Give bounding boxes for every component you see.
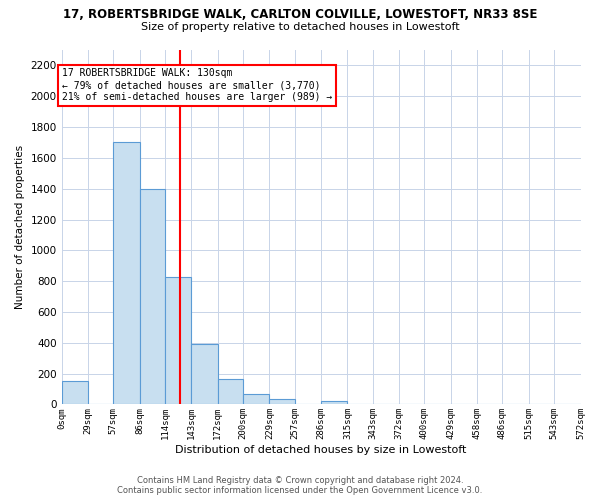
Bar bbox=[113, 142, 140, 404]
Bar bbox=[269, 399, 295, 404]
Bar bbox=[218, 379, 243, 404]
Bar bbox=[165, 276, 191, 404]
Bar bbox=[62, 380, 88, 404]
Text: Size of property relative to detached houses in Lowestoft: Size of property relative to detached ho… bbox=[140, 22, 460, 32]
Text: 17 ROBERTSBRIDGE WALK: 130sqm
← 79% of detached houses are smaller (3,770)
21% o: 17 ROBERTSBRIDGE WALK: 130sqm ← 79% of d… bbox=[62, 68, 332, 102]
Bar bbox=[243, 394, 269, 404]
Text: Contains HM Land Registry data © Crown copyright and database right 2024.
Contai: Contains HM Land Registry data © Crown c… bbox=[118, 476, 482, 495]
X-axis label: Distribution of detached houses by size in Lowestoft: Distribution of detached houses by size … bbox=[175, 445, 467, 455]
Y-axis label: Number of detached properties: Number of detached properties bbox=[15, 145, 25, 310]
Text: 17, ROBERTSBRIDGE WALK, CARLTON COLVILLE, LOWESTOFT, NR33 8SE: 17, ROBERTSBRIDGE WALK, CARLTON COLVILLE… bbox=[63, 8, 537, 20]
Bar bbox=[140, 188, 165, 404]
Bar bbox=[321, 400, 347, 404]
Bar bbox=[191, 344, 218, 405]
